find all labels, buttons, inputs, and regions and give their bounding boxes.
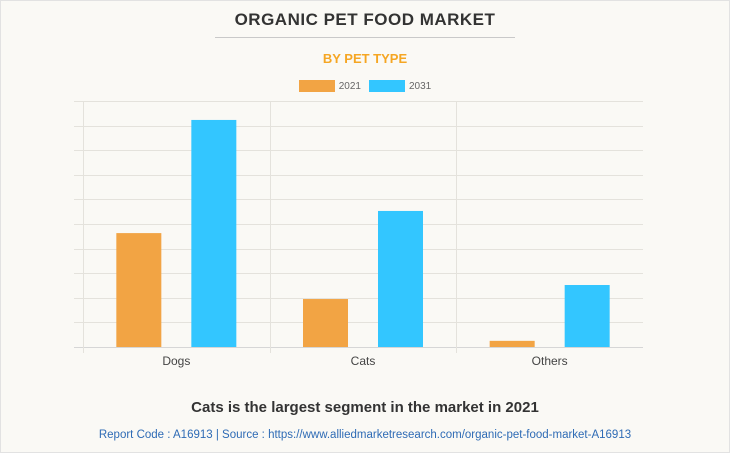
title-divider	[215, 37, 515, 38]
bar-dogs-2031[interactable]	[191, 119, 237, 347]
x-tick-label-dogs: Dogs	[162, 354, 190, 368]
legend-label-2031: 2031	[409, 80, 432, 92]
chart-subtitle: BY PET TYPE	[322, 51, 408, 66]
bar-cats-2031[interactable]	[378, 210, 423, 347]
x-tick-label-cats: Cats	[351, 354, 376, 368]
chart-caption: Cats is the largest segment in the marke…	[191, 399, 539, 416]
source-citation[interactable]: Report Code : A16913 | Source : https://…	[98, 429, 632, 441]
bar-others-2031[interactable]	[564, 285, 610, 347]
legend-swatch-2021	[298, 80, 335, 92]
legend-item-2031[interactable]: 2031	[369, 80, 431, 92]
x-axis-labels: Dogs Cats Others	[162, 354, 567, 368]
legend-item-2021[interactable]: 2021	[298, 80, 361, 92]
bars	[116, 119, 610, 347]
legend-swatch-2031	[369, 80, 405, 92]
x-tick-label-others: Others	[532, 354, 568, 368]
bar-cats-2021[interactable]	[303, 299, 348, 347]
chart-title: ORGANIC PET FOOD MARKET	[234, 10, 496, 29]
legend: 2021 2031	[0, 80, 730, 92]
bar-dogs-2021[interactable]	[116, 233, 162, 347]
gridlines	[74, 101, 643, 353]
legend-label-2021: 2021	[338, 80, 361, 92]
bar-others-2021[interactable]	[489, 340, 535, 347]
